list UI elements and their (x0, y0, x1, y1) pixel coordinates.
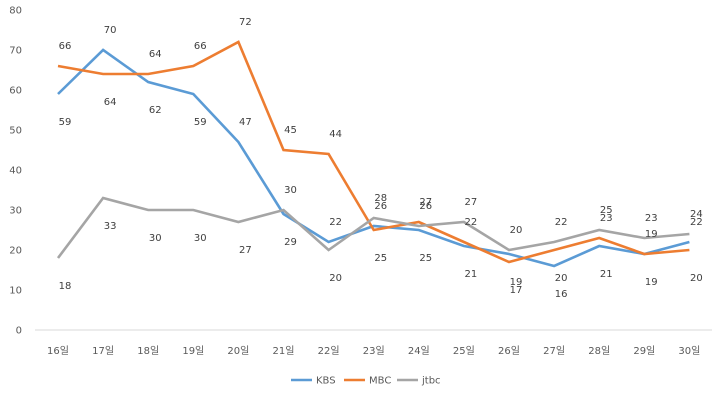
data-label-jtbc: 26 (419, 201, 432, 212)
data-label-kbs: 29 (284, 237, 297, 248)
data-label-mbc: 45 (284, 125, 297, 136)
data-label-mbc: 23 (600, 213, 613, 224)
data-label-kbs: 21 (600, 269, 613, 280)
x-tick-label: 26일 (498, 345, 520, 357)
data-label-kbs: 16 (555, 289, 568, 300)
x-tick-label: 18일 (137, 345, 159, 357)
data-label-jtbc: 20 (510, 225, 523, 236)
data-label-kbs: 21 (465, 269, 478, 280)
x-tick-label: 19일 (182, 345, 204, 357)
data-label-kbs: 47 (239, 117, 252, 128)
data-label-jtbc: 27 (239, 245, 252, 256)
data-label-jtbc: 33 (104, 221, 117, 232)
data-label-kbs: 26 (374, 201, 387, 212)
data-label-kbs: 70 (104, 25, 117, 36)
data-label-mbc: 72 (239, 17, 252, 28)
y-axis-ticks: 0 10 20 30 40 50 60 70 80 (9, 6, 22, 337)
legend: KBS MBC jtbc (291, 376, 441, 387)
data-label-kbs: 19 (510, 277, 523, 288)
data-label-jtbc: 30 (194, 233, 207, 244)
x-tick-label: 27일 (543, 345, 565, 357)
series-line-jtbc (56, 196, 690, 259)
data-label-mbc: 66 (59, 41, 72, 52)
x-tick-label: 28일 (588, 345, 610, 357)
data-label-kbs: 22 (329, 217, 342, 228)
series-line-mbc (57, 40, 690, 264)
y-tick-label: 40 (9, 166, 22, 177)
data-label-jtbc: 25 (600, 205, 613, 216)
data-label-jtbc: 30 (149, 233, 162, 244)
data-label-kbs: 22 (690, 217, 703, 228)
data-label-jtbc: 20 (329, 273, 342, 284)
y-tick-label: 20 (9, 246, 22, 257)
data-label-mbc: 66 (194, 41, 207, 52)
data-label-mbc: 19 (645, 277, 658, 288)
y-tick-label: 70 (9, 46, 22, 57)
y-tick-label: 0 (16, 326, 22, 337)
data-label-jtbc: 30 (284, 185, 297, 196)
x-tick-label: 30일 (678, 345, 700, 357)
data-label-jtbc: 28 (374, 193, 387, 204)
data-label-mbc: 20 (555, 273, 568, 284)
x-tick-label: 17일 (92, 345, 114, 357)
x-tick-label: 23일 (363, 345, 385, 357)
y-tick-label: 60 (9, 86, 22, 97)
x-tick-label: 24일 (408, 345, 430, 357)
legend-label-jtbc: jtbc (421, 376, 441, 387)
series-lines (56, 40, 690, 268)
data-label-jtbc: 24 (690, 209, 703, 220)
data-label-kbs: 59 (194, 117, 207, 128)
legend-label-kbs: KBS (316, 376, 336, 387)
y-tick-label: 10 (9, 286, 22, 297)
data-label-mbc: 44 (329, 129, 342, 140)
x-tick-label: 21일 (273, 345, 295, 357)
data-label-mbc: 22 (465, 217, 478, 228)
data-label-jtbc: 22 (555, 217, 568, 228)
data-label-jtbc: 23 (645, 213, 658, 224)
legend-label-mbc: MBC (369, 376, 391, 387)
data-label-mbc: 64 (149, 49, 162, 60)
data-label-kbs: 25 (419, 253, 432, 264)
data-label-mbc: 25 (374, 253, 387, 264)
x-axis-ticks: 16일 17일 18일 19일 20일 21일 22일 23일 24일 25일 26일 27일 28일 2… (47, 345, 700, 357)
y-tick-label: 50 (9, 126, 22, 137)
data-label-mbc: 27 (419, 197, 432, 208)
data-label-kbs: 62 (149, 105, 162, 116)
data-label-jtbc: 27 (465, 197, 478, 208)
y-tick-label: 80 (9, 6, 22, 17)
data-label-mbc: 64 (104, 97, 117, 108)
data-label-kbs: 19 (645, 229, 658, 240)
x-tick-label: 22일 (318, 345, 340, 357)
data-label-kbs: 59 (59, 117, 72, 128)
x-tick-label: 25일 (453, 345, 475, 357)
series-line-kbs (57, 48, 690, 268)
y-tick-label: 30 (9, 206, 22, 217)
data-label-mbc: 20 (690, 273, 703, 284)
x-tick-label: 20일 (227, 345, 249, 357)
data-labels: 59 66 18 70 64 33 62 64 30 59 66 30 47 72 27 29 45 30 22 44… (59, 17, 703, 300)
data-label-jtbc: 18 (59, 281, 72, 292)
x-tick-label: 16일 (47, 345, 69, 357)
data-label-mbc: 17 (510, 285, 523, 296)
x-tick-label: 29일 (633, 345, 655, 357)
